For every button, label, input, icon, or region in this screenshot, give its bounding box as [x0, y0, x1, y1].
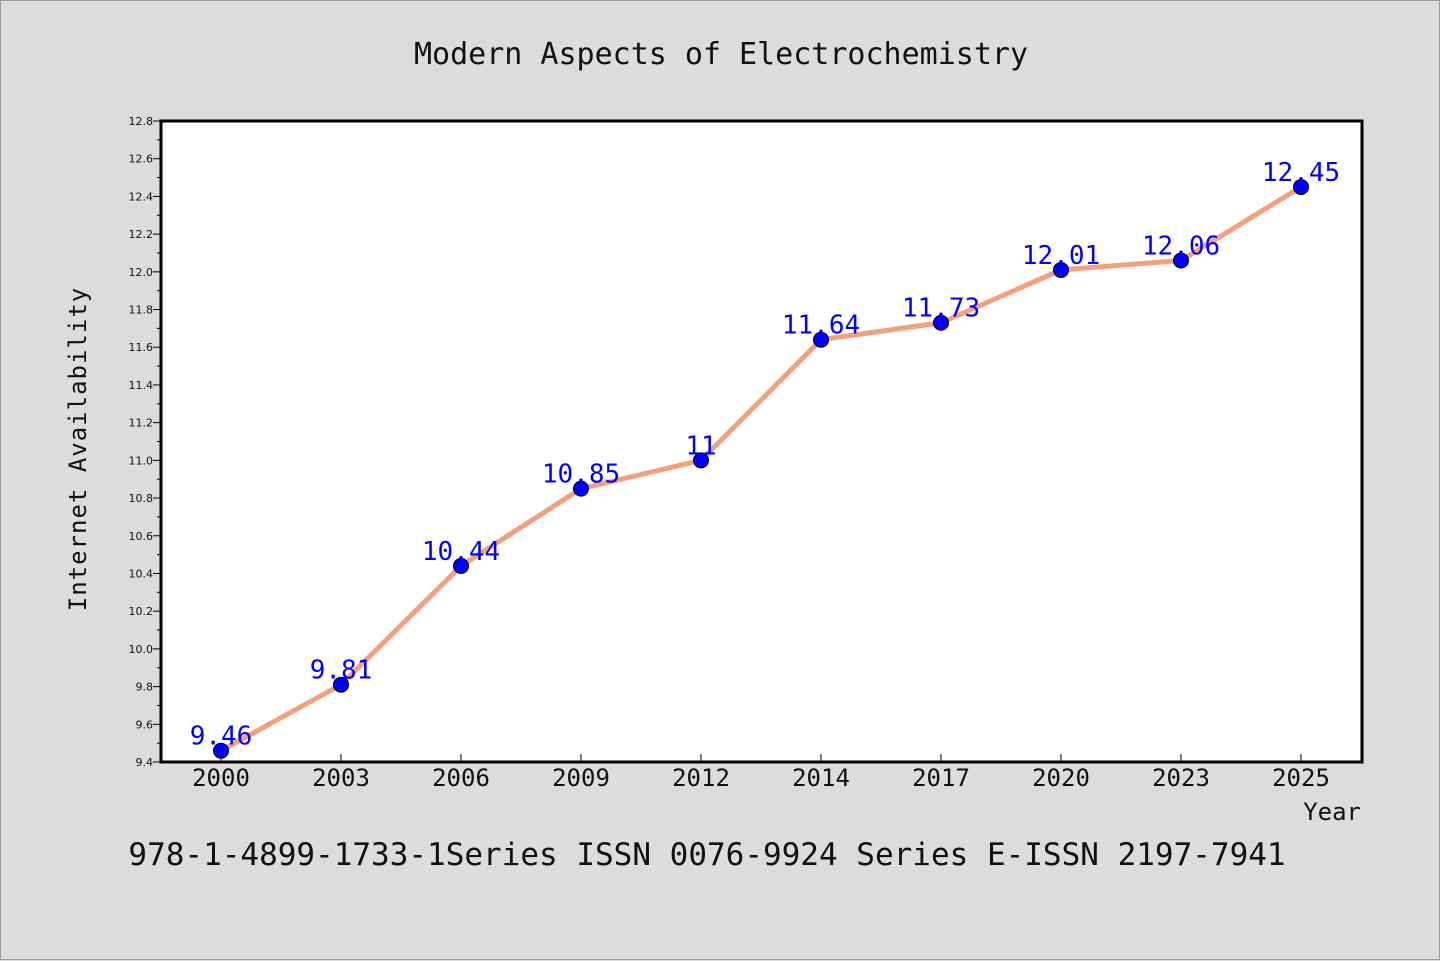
x-tick-label: 2023 [1152, 764, 1210, 792]
data-point [453, 557, 469, 574]
x-tick-label: 2014 [792, 764, 850, 792]
y-tick-label: 10.4 [129, 567, 154, 580]
x-tick-label: 2003 [312, 764, 370, 792]
data-label: 11.73 [902, 294, 980, 324]
y-tick-label: 11.8 [129, 304, 154, 317]
series-line [218, 184, 1304, 754]
x-tick-label: 2009 [552, 764, 610, 792]
data-point [213, 742, 229, 759]
y-tick-label: 12.8 [129, 115, 154, 128]
data-label: 12.06 [1142, 232, 1220, 262]
data-label: 10.44 [422, 537, 500, 567]
x-tick-label: 2000 [192, 764, 250, 792]
series-layer: 9.46 9.81 10.44 10.85 11 11.64 11.73 12.01 12.06… [190, 158, 1340, 759]
y-tick-label: 12.4 [129, 190, 154, 203]
footer-text: 978-1-4899-1733-1Series ISSN 0076-9924 S… [128, 837, 1285, 873]
y-tick-label: 9.8 [136, 681, 154, 694]
data-point [1293, 178, 1309, 195]
data-point [333, 676, 349, 693]
y-tick-label: 12.2 [129, 228, 154, 241]
data-label: 9.46 [190, 722, 253, 752]
data-point [573, 480, 589, 497]
x-tick-label: 2025 [1272, 764, 1330, 792]
y-tick-label: 12.0 [129, 266, 154, 279]
data-point [1173, 252, 1189, 269]
plot-area [159, 119, 1364, 764]
x-tick-label: 2020 [1032, 764, 1090, 792]
data-label: 10.85 [542, 460, 620, 490]
y-tick-label: 11.2 [129, 417, 154, 430]
y-tick-label: 11.0 [129, 454, 154, 467]
x-tick-label: 2012 [672, 764, 730, 792]
data-point [813, 331, 829, 348]
data-label: 11 [685, 431, 716, 461]
y-tick-label: 9.4 [136, 756, 154, 769]
y-tick-label: 11.4 [129, 379, 154, 392]
x-tick-label: 2006 [432, 764, 490, 792]
y-tick-label: 10.8 [129, 492, 154, 505]
data-label: 12.45 [1262, 158, 1340, 188]
data-point [693, 452, 709, 469]
y-tick-label: 10.6 [129, 530, 154, 543]
chart-title: Modern Aspects of Electrochemistry [414, 37, 1028, 72]
data-point [933, 314, 949, 331]
data-label: 12.01 [1022, 241, 1100, 271]
y-tick-label: 12.6 [129, 153, 154, 166]
data-label: 11.64 [782, 311, 860, 341]
x-axis-label: Year [1303, 798, 1361, 826]
y-axis-label: Internet Availability [64, 287, 92, 611]
data-point [1053, 261, 1069, 278]
data-label: 9.81 [310, 656, 373, 686]
x-tick-label: 2017 [912, 764, 970, 792]
y-tick-label: 11.6 [129, 341, 154, 354]
y-tick-label: 10.0 [129, 643, 154, 656]
y-axis: 9.4 9.6 9.8 10.0 10.2 10.4 10.6 10.8 11.0 11.2 11.… [129, 115, 161, 769]
x-axis: 2000 2003 2006 2009 2012 2014 2017 2020 2023 2025 [192, 754, 1330, 792]
y-tick-label: 9.6 [136, 718, 154, 731]
y-tick-label: 10.2 [129, 605, 154, 618]
